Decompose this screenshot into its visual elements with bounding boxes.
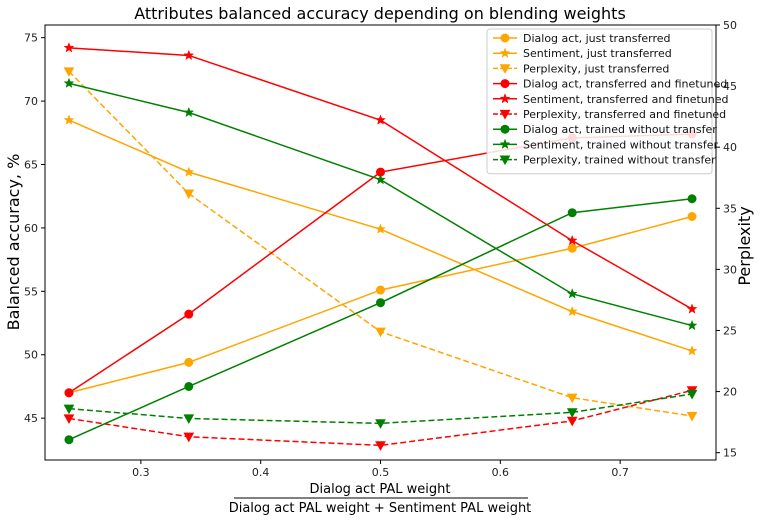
series-layer [63,42,698,451]
series-6 [63,386,698,451]
legend-box [486,28,713,175]
y-right-tick-label: 50 [723,19,737,32]
x-tick-label: 0.4 [252,466,270,479]
data-point [63,67,75,77]
y-left-tick-label: 50 [24,349,38,362]
legend-label: Perplexity, transferred and finetuned [523,108,726,121]
y-axis-left-label: Balanced accuracy, % [4,154,23,331]
y-right-tick-label: 45 [723,80,737,93]
data-point [183,414,195,424]
data-point [63,414,75,424]
data-point [375,223,386,234]
data-point [686,319,698,331]
y-axis-left-ticks: 45 50 55 60 65 70 75 [24,32,45,425]
data-point [566,408,578,418]
data-point [375,441,386,451]
legend-marker [499,138,511,150]
x-tick-label: 0.3 [132,466,150,479]
legend-label: Dialog act, just transferred [523,32,670,45]
legend-label: Sentiment, trained without transfer [523,138,718,151]
data-point [375,114,386,125]
x-axis-label-numerator: Dialog act PAL weight [310,482,451,497]
y-left-tick-label: 55 [24,285,38,298]
series-5 [63,42,698,314]
data-point [63,404,75,415]
legend-label: Perplexity, just transferred [523,62,669,75]
y-left-tick-label: 70 [24,95,38,108]
y-left-tick-label: 75 [24,32,38,45]
x-axis-label-denominator: Dialog act PAL weight + Sentiment PAL we… [229,501,532,516]
y-right-tick-label: 15 [723,447,737,460]
y-right-tick-label: 25 [723,324,737,337]
legend-marker [499,47,511,58]
data-point [376,285,385,295]
data-point [567,243,577,253]
data-point [375,327,386,338]
legend-label: Perplexity, trained without transfer [523,154,716,167]
data-point [687,212,697,222]
series-line [68,393,693,425]
legend: Dialog act, just transferred Sentiment, j… [486,28,729,175]
legend-label: Dialog act, trained without transfer [523,123,717,136]
data-point [687,194,697,204]
data-point [567,208,577,218]
chart-title: Attributes balanced accuracy depending o… [134,4,626,23]
y-axis-right-label: Perplexity [735,206,754,285]
data-point [184,309,194,319]
y-right-tick-label: 40 [723,141,737,154]
data-point [183,166,195,177]
data-point [566,288,578,299]
data-point [376,298,385,308]
series-3 [63,67,698,422]
y-left-tick-label: 45 [24,412,38,425]
data-point [64,388,74,398]
data-point [183,106,195,118]
legend-marker [499,64,511,74]
legend-marker [500,79,510,89]
legend-marker [499,155,511,166]
legend-marker [500,124,510,134]
legend-label: Dialog act, transferred and finetuned [523,78,727,91]
y-right-tick-label: 20 [723,386,737,399]
y-right-tick-label: 30 [723,263,737,276]
data-point [184,381,194,391]
data-point [375,174,386,185]
data-point [566,305,578,317]
x-tick-label: 0.6 [492,466,510,479]
x-tick-label: 0.7 [611,466,629,479]
series-8 [63,77,698,331]
data-point [686,411,698,422]
x-tick-label: 0.5 [372,466,390,479]
y-left-tick-label: 65 [24,159,38,172]
y-right-tick-label: 35 [723,202,737,215]
data-point [183,432,195,443]
y-axis-right-ticks: 15 20 25 30 35 40 45 50 [716,19,737,460]
series-7 [64,194,697,445]
data-point [63,114,75,125]
series-9 [63,389,698,429]
legend-marker [499,93,511,104]
legend-label: Sentiment, just transferred [523,47,672,60]
legend-label: Sentiment, transferred and finetuned [523,93,729,106]
data-point [183,189,195,200]
x-axis-ticks: 0.3 0.4 0.5 0.6 0.7 [132,460,629,479]
legend-marker [500,33,510,43]
data-point [184,357,194,367]
legend-marker [499,109,511,120]
data-point [63,42,75,53]
data-point [64,435,74,445]
data-point [375,419,386,429]
data-point [566,234,578,246]
data-point [686,345,698,356]
data-point [63,77,75,88]
data-point [686,303,698,314]
data-point [183,49,195,61]
y-left-tick-label: 60 [24,222,38,235]
series-2 [63,114,698,356]
data-point [686,389,698,400]
data-point [566,393,578,404]
